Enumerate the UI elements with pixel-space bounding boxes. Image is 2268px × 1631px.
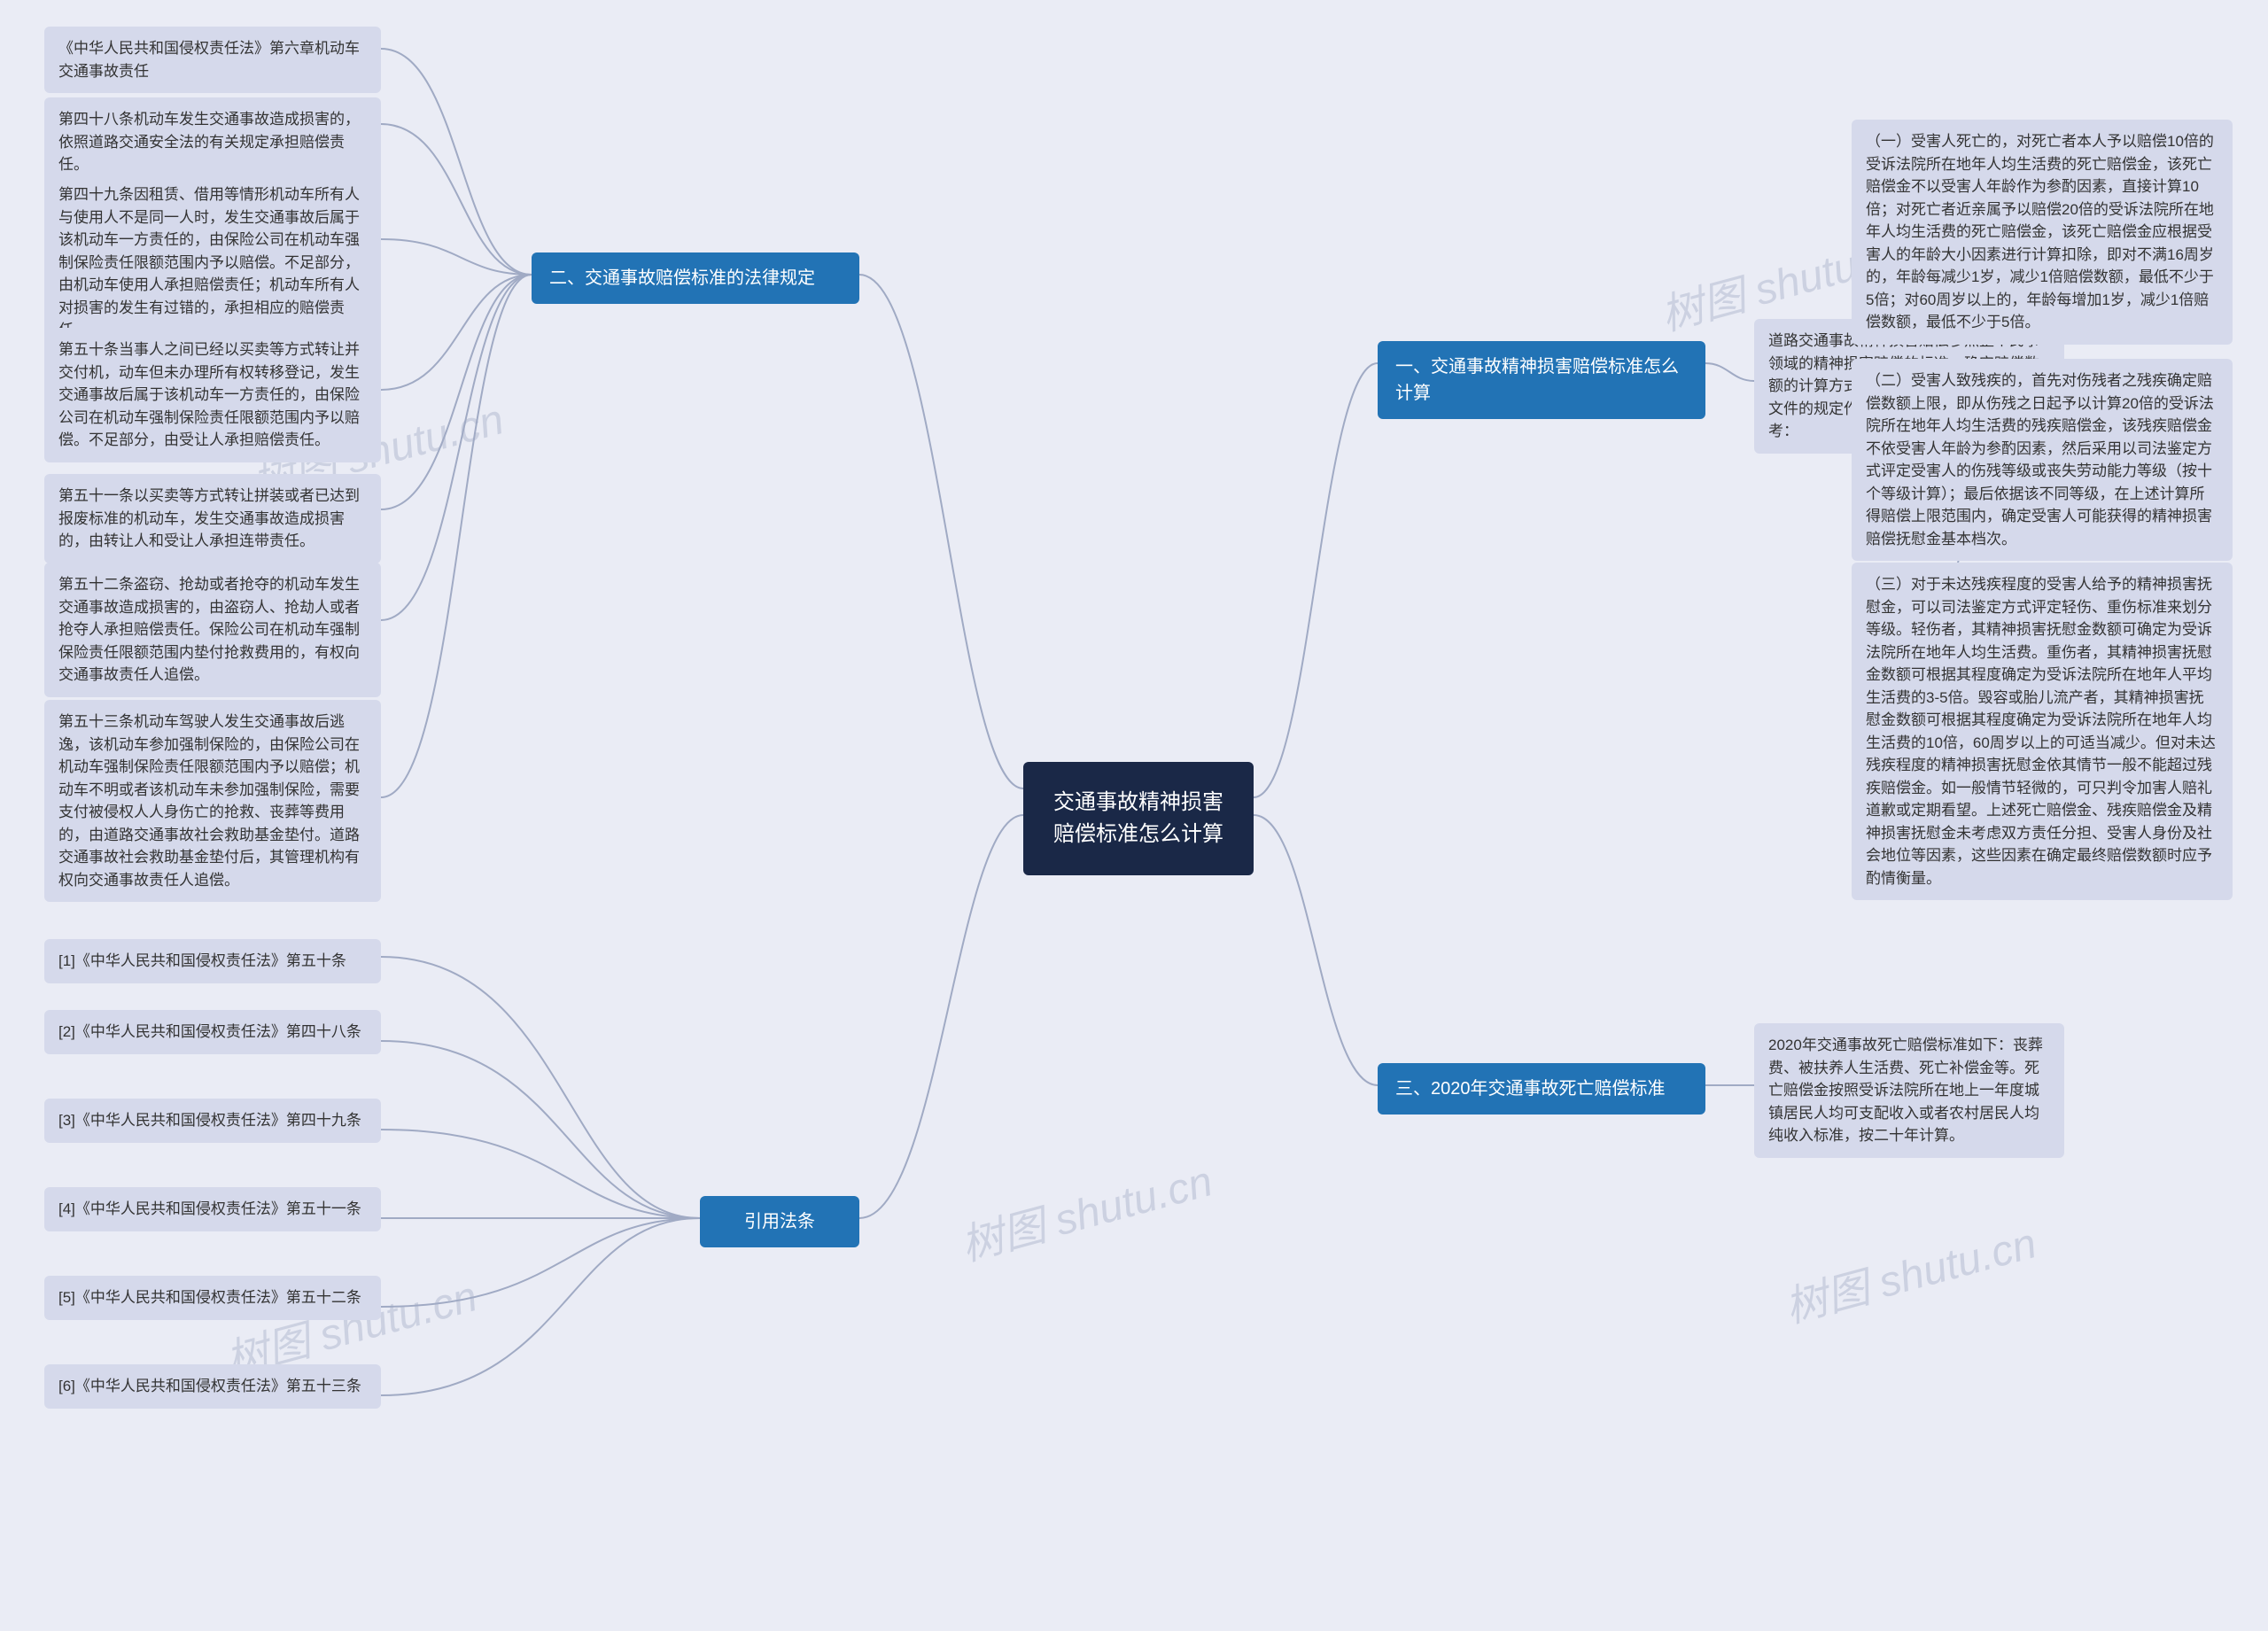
branch-section-1[interactable]: 一、交通事故精神损害赔偿标准怎么计算 [1378,341,1705,419]
leaf-l2-3: 第四十九条因租赁、借用等情形机动车所有人与使用人不是同一人时，发生交通事故后属于… [44,173,381,353]
leaf-l2-6: 第五十二条盗窃、抢劫或者抢夺的机动车发生交通事故造成损害的，由盗窃人、抢劫人或者… [44,563,381,697]
leaf-ref-5: [5]《中华人民共和国侵权责任法》第五十二条 [44,1276,381,1320]
leaf-ref-3: [3]《中华人民共和国侵权责任法》第四十九条 [44,1099,381,1143]
leaf-r3-text: 2020年交通事故死亡赔偿标准如下：丧葬费、被扶养人生活费、死亡补偿金等。死亡赔… [1754,1023,2064,1158]
watermark-3: 树图 shutu.cn [953,1146,1218,1273]
branch-section-3[interactable]: 三、2020年交通事故死亡赔偿标准 [1378,1063,1705,1115]
watermark-5: 树图 shutu.cn [1777,1208,2042,1335]
leaf-ref-2: [2]《中华人民共和国侵权责任法》第四十八条 [44,1010,381,1054]
leaf-r1-item-2: （二）受害人致残疾的，首先对伤残者之残疾确定赔偿数额上限，即从伤残之日起予以计算… [1852,359,2233,561]
branch-references[interactable]: 引用法条 [700,1196,859,1247]
leaf-l2-4: 第五十条当事人之间已经以买卖等方式转让并交付机，动车但未办理所有权转移登记，发生… [44,328,381,462]
leaf-r1-item-1: （一）受害人死亡的，对死亡者本人予以赔偿10倍的受诉法院所在地年人均生活费的死亡… [1852,120,2233,345]
root-node[interactable]: 交通事故精神损害赔偿标准怎么计算 [1023,762,1254,875]
leaf-r1-item-3: （三）对于未达残疾程度的受害人给予的精神损害抚慰金，可以司法鉴定方式评定轻伤、重… [1852,563,2233,900]
leaf-l2-7: 第五十三条机动车驾驶人发生交通事故后逃逸，该机动车参加强制保险的，由保险公司在机… [44,700,381,902]
branch-section-2[interactable]: 二、交通事故赔偿标准的法律规定 [532,252,859,304]
leaf-l2-5: 第五十一条以买卖等方式转让拼装或者已达到报废标准的机动车，发生交通事故造成损害的… [44,474,381,563]
leaf-ref-4: [4]《中华人民共和国侵权责任法》第五十一条 [44,1187,381,1231]
leaf-ref-6: [6]《中华人民共和国侵权责任法》第五十三条 [44,1364,381,1409]
leaf-ref-1: [1]《中华人民共和国侵权责任法》第五十条 [44,939,381,983]
leaf-l2-1: 《中华人民共和国侵权责任法》第六章机动车交通事故责任 [44,27,381,93]
